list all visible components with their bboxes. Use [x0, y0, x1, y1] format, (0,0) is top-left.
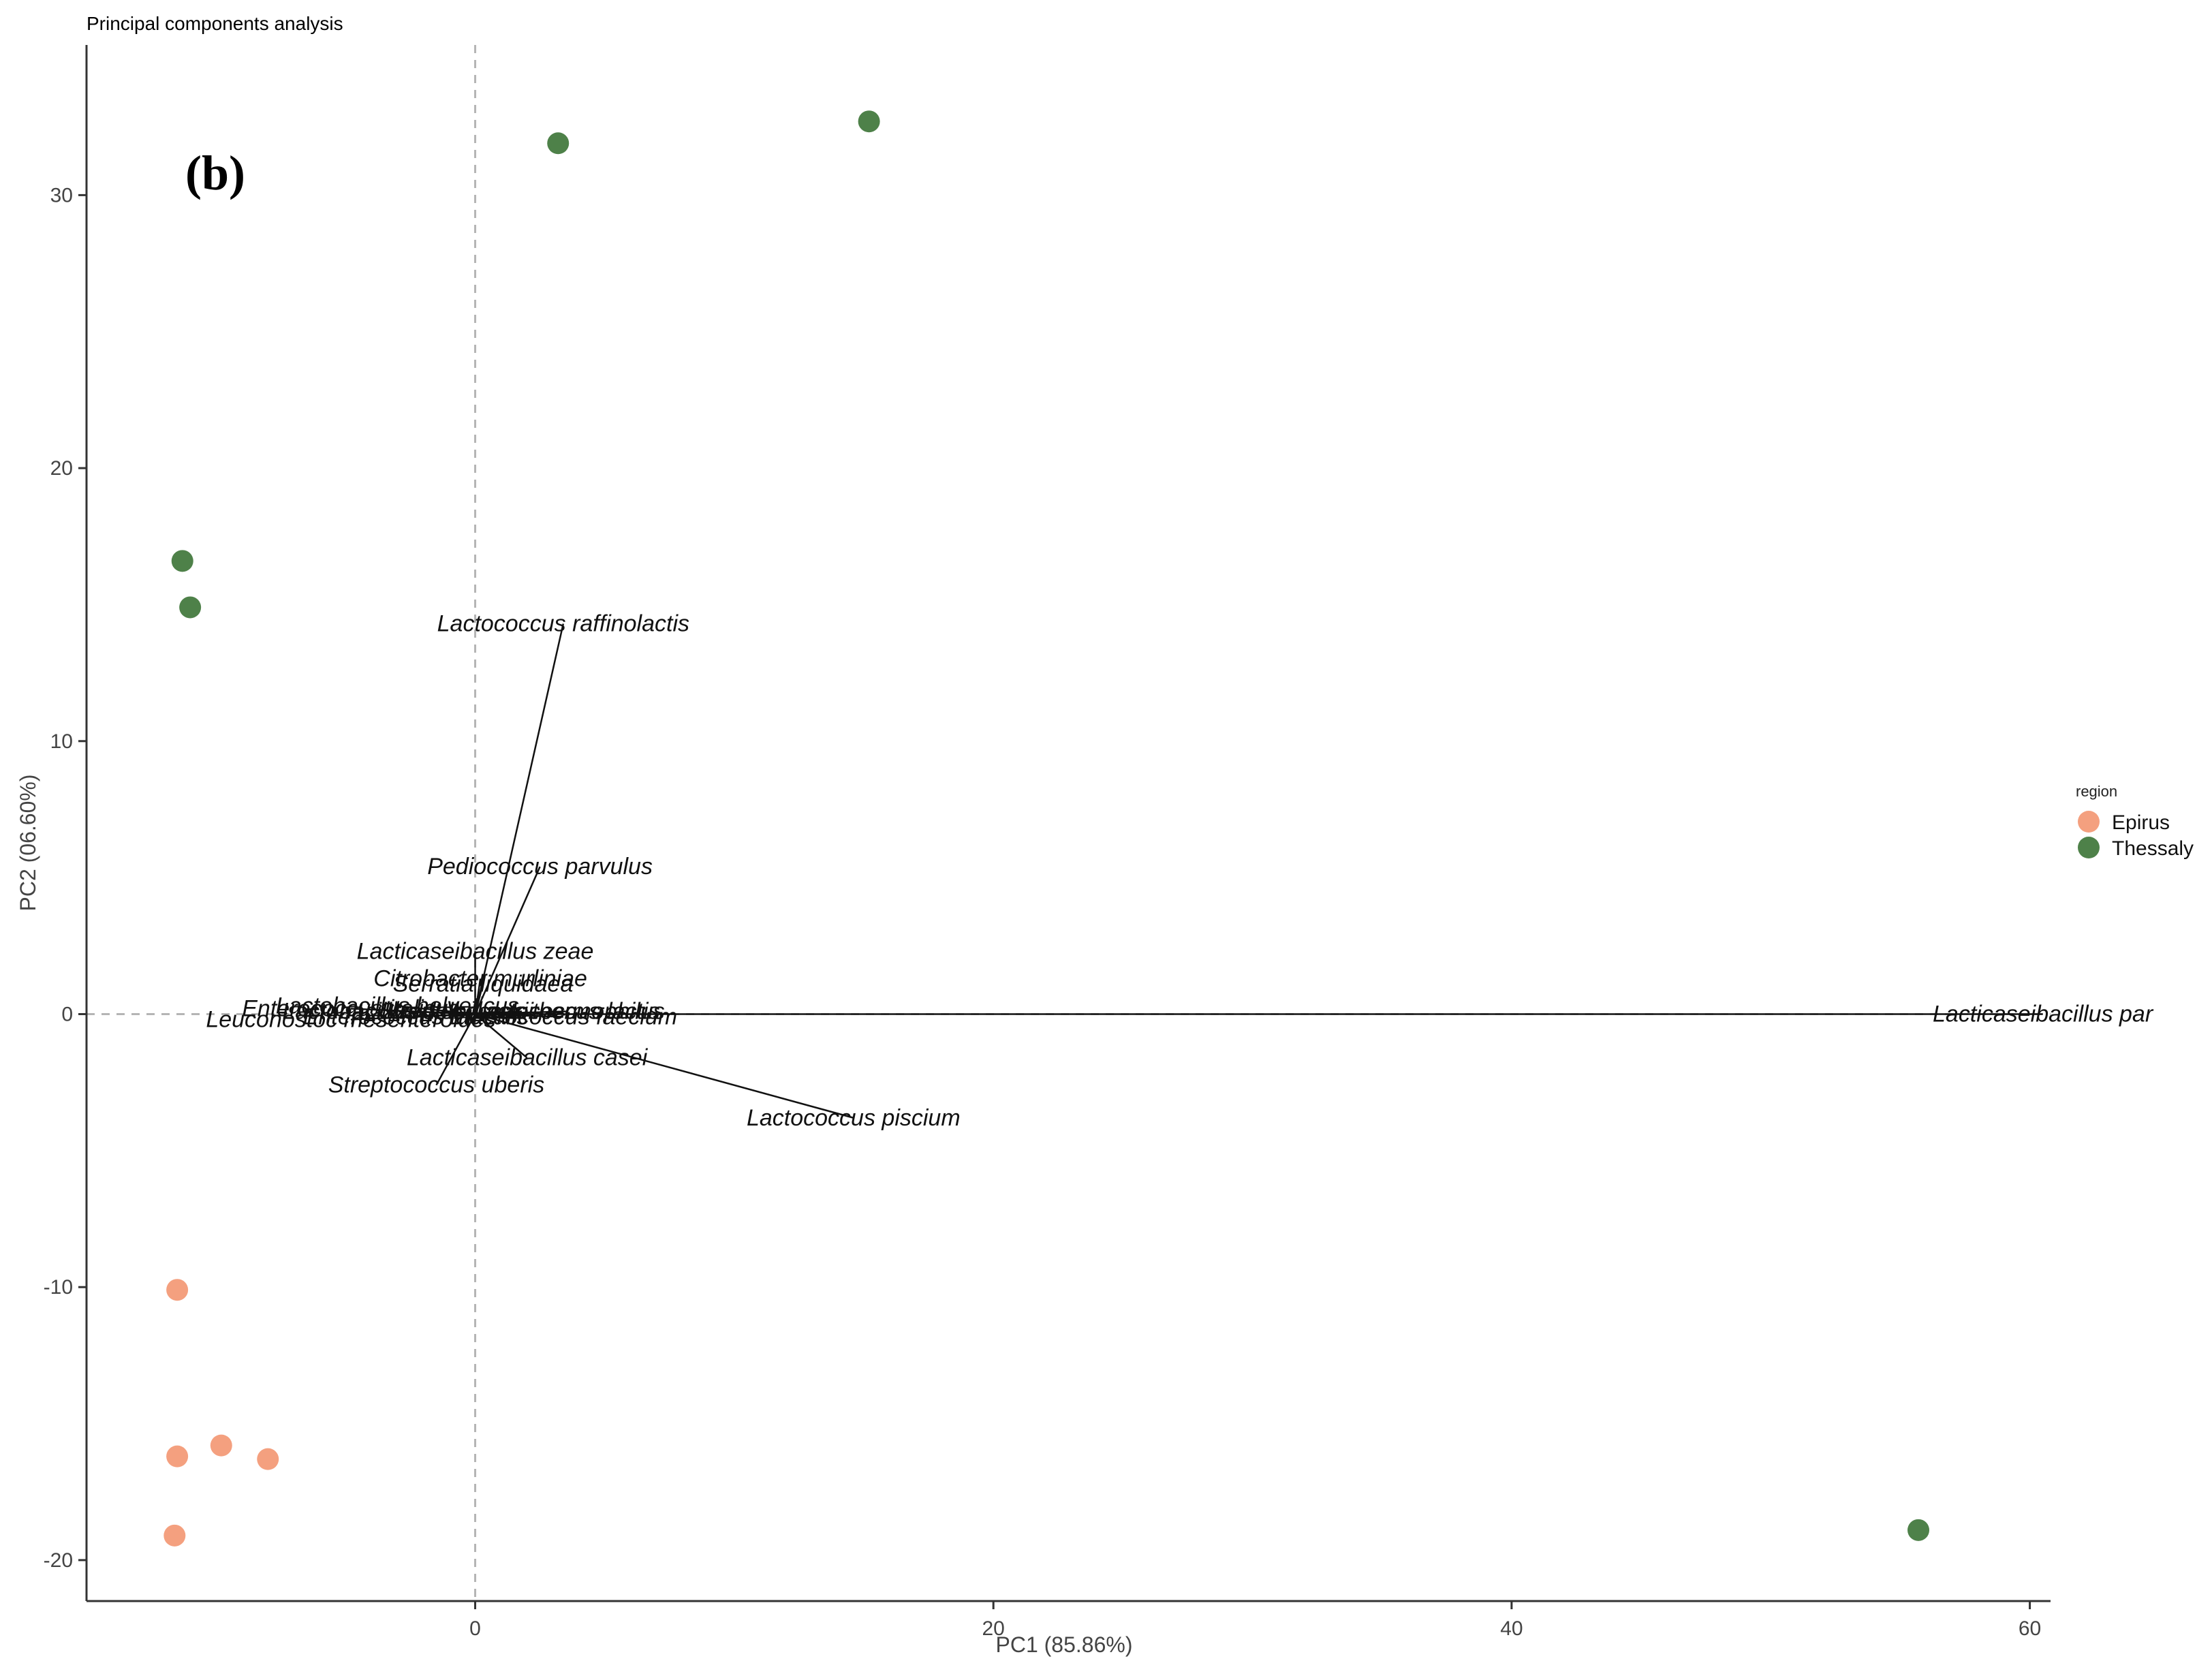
data-point-epirus	[163, 1524, 186, 1547]
loading-label: Serratia liquidaea	[393, 971, 574, 997]
data-point-thessaly	[858, 110, 880, 133]
y-tick-label: 10	[50, 730, 73, 753]
loading-arrow	[415, 1013, 476, 1018]
loading-label: Lactococcus raffinolactis	[437, 610, 689, 636]
loading-arrow	[474, 623, 565, 1014]
loading-label: Lacticaseibacillus casei	[407, 1045, 649, 1071]
legend-label-thessaly: Thessaly	[2112, 837, 2194, 860]
loading-label: Streptococcus uberis	[328, 1072, 545, 1098]
loading-arrow	[474, 866, 541, 1014]
x-tick-label: 60	[2019, 1617, 2041, 1640]
legend-marker-thessaly	[2078, 837, 2100, 858]
loading-arrow	[474, 1013, 528, 1059]
loading-label: Streptococcus thermophilus	[379, 998, 665, 1024]
loading-label: Lactobacillus helveticus	[276, 993, 519, 1019]
legend-marker-epirus	[2078, 811, 2100, 833]
loading-label: Lacticaseibacillus zeae	[357, 938, 594, 964]
legend: region Epirus Thessaly	[2076, 783, 2194, 860]
y-tick-label: -20	[44, 1549, 73, 1572]
reference-lines	[87, 45, 2051, 1601]
loading-labels: Lactococcus raffinolactis Pediococcus par…	[206, 610, 2154, 1130]
loading-label: Lactobacillus delbrueckii	[282, 998, 534, 1024]
panel-label: (b)	[185, 146, 245, 200]
loading-arrows	[350, 623, 2043, 1119]
loading-arrow	[475, 1013, 854, 1119]
score-points	[163, 110, 1930, 1547]
axes	[85, 45, 2051, 1602]
x-tick-label: 0	[469, 1617, 481, 1640]
loading-label: Leuconostoc mesenteroides	[206, 1007, 495, 1033]
data-point-thessaly	[171, 550, 193, 572]
data-point-epirus	[210, 1434, 232, 1457]
data-point-epirus	[166, 1445, 189, 1468]
loading-label: Enterococcus faecium	[450, 1004, 678, 1029]
data-point-thessaly	[547, 132, 570, 155]
y-axis-label: PC2 (06.60%)	[16, 775, 40, 912]
loading-arrow	[475, 1010, 523, 1015]
y-axis-ticks: -20 -10 0 10 20 30	[44, 184, 87, 1572]
loading-label: Citrobacter murliniae	[373, 965, 587, 991]
legend-label-epirus: Epirus	[2112, 811, 2170, 834]
loading-arrow	[474, 984, 484, 1014]
loading-arrow	[435, 1013, 476, 1086]
loading-label: Lactococcus piscium	[747, 1105, 961, 1131]
chart-title: Principal components analysis	[87, 13, 343, 34]
loading-label: Pediococcus parvulus	[427, 854, 653, 880]
y-tick-label: 20	[50, 457, 73, 480]
loading-arrow	[475, 1013, 563, 1018]
loading-label: Enterococcus faecalis	[303, 1004, 529, 1029]
loading-arrow	[407, 1010, 476, 1015]
data-point-thessaly	[179, 596, 202, 619]
x-axis-label: PC1 (85.86%)	[996, 1632, 1133, 1657]
loading-label: Enterococcus italicus	[242, 995, 459, 1021]
x-tick-label: 20	[982, 1617, 1005, 1640]
y-tick-label: 0	[61, 1003, 73, 1025]
x-tick-label: 40	[1500, 1617, 1523, 1640]
legend-title: region	[2076, 783, 2117, 800]
data-point-epirus	[166, 1279, 189, 1301]
y-tick-label: 30	[50, 184, 73, 206]
y-tick-label: -10	[44, 1276, 73, 1299]
data-point-thessaly	[1907, 1519, 1930, 1541]
loading-label: Lactococcus lactis	[472, 998, 660, 1024]
x-axis-ticks: 0 20 40 60	[469, 1601, 2041, 1640]
loading-label: Lacticaseibacillus par	[1933, 1001, 2154, 1027]
data-point-epirus	[257, 1448, 279, 1470]
